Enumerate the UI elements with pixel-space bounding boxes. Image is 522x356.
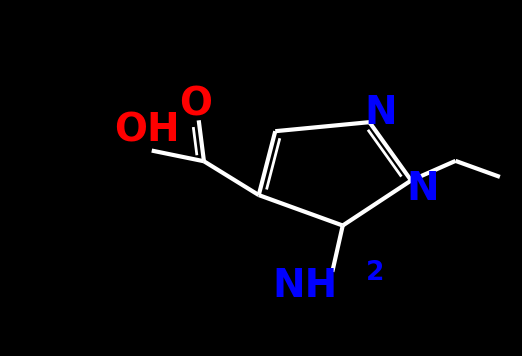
Text: N: N: [365, 94, 397, 132]
Text: O: O: [180, 85, 212, 123]
Text: OH: OH: [114, 112, 180, 150]
Text: NH: NH: [272, 267, 338, 305]
Text: 2: 2: [366, 260, 385, 286]
Text: N: N: [406, 171, 439, 208]
